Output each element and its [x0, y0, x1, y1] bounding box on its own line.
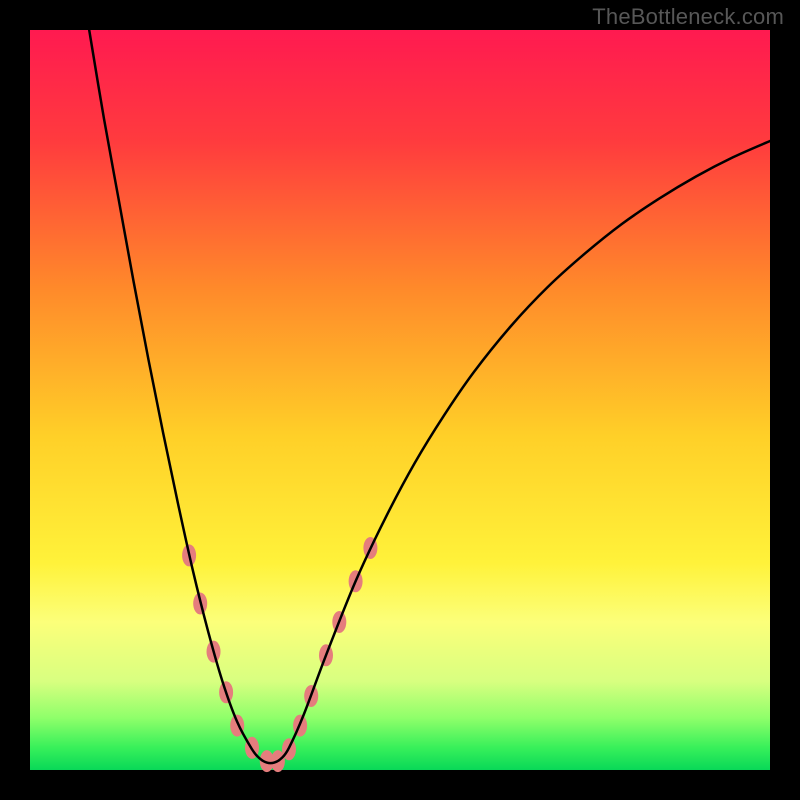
chart-container: TheBottleneck.com [0, 0, 800, 800]
plot-background [30, 30, 770, 770]
bottleneck-chart-svg [0, 0, 800, 800]
watermark-text: TheBottleneck.com [592, 4, 784, 30]
